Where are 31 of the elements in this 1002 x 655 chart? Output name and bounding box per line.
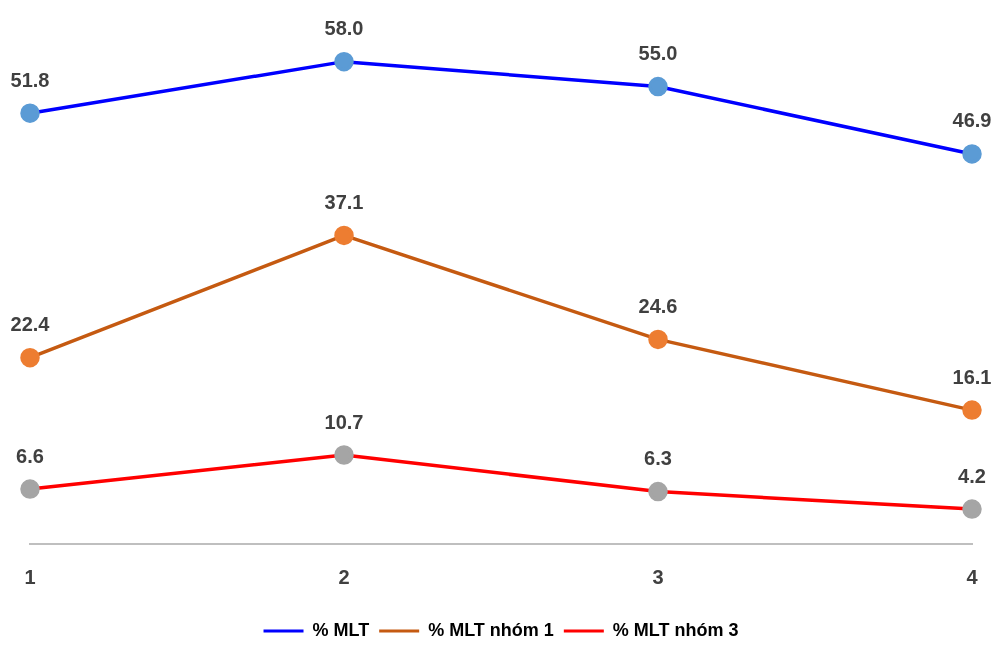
point	[334, 51, 354, 72]
data-label: 51.8	[10, 68, 50, 91]
point	[20, 347, 40, 368]
point	[648, 481, 668, 502]
data-label: 6.6	[16, 444, 44, 467]
legend-label: % MLT	[312, 619, 370, 640]
point	[962, 144, 982, 164]
point	[962, 499, 982, 519]
x-tick-label: 1	[24, 565, 36, 588]
legend-label: % MLT nhóm 3	[612, 619, 739, 640]
x-tick-label: 2	[338, 565, 350, 588]
data-label: 22.4	[10, 313, 51, 336]
point	[20, 479, 40, 499]
data-label: 55.0	[638, 42, 678, 65]
data-label: 46.9	[952, 109, 992, 132]
legend-label: % MLT nhóm 1	[428, 619, 554, 640]
data-label: 37.1	[324, 190, 364, 213]
data-label: 58.0	[324, 17, 364, 40]
data-label: 16.1	[952, 365, 992, 388]
data-label: 6.3	[644, 447, 672, 470]
data-label: 10.7	[324, 410, 364, 433]
point	[648, 76, 668, 97]
point	[334, 225, 354, 246]
point	[334, 445, 354, 465]
x-tick-label: 3	[652, 565, 664, 588]
point	[648, 329, 668, 350]
data-label: 24.6	[638, 294, 678, 317]
point	[20, 103, 40, 123]
point	[962, 400, 982, 420]
data-label: 4.2	[958, 464, 986, 487]
x-tick-label: 4	[966, 565, 979, 588]
